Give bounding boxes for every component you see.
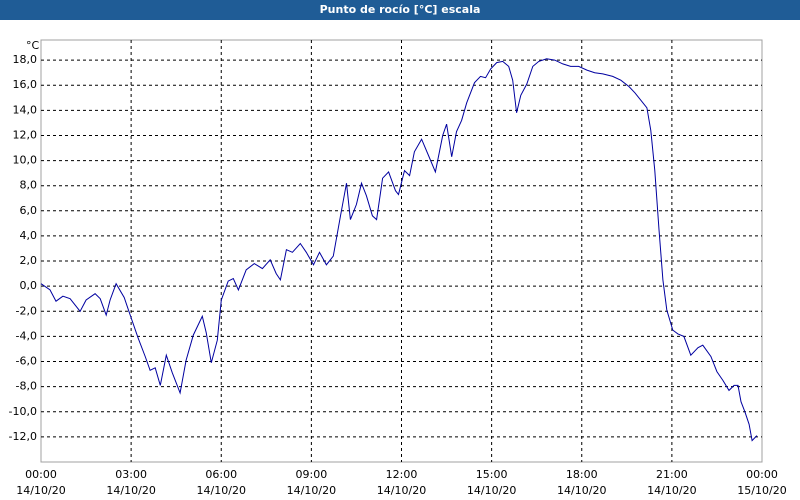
y-tick-label: 16,0	[13, 78, 38, 91]
x-tick-label: 18:00	[566, 468, 598, 481]
x-tick-label: 00:00	[25, 468, 57, 481]
chart-title: Punto de rocío [°C] escala	[0, 0, 800, 20]
x-tick-date: 14/10/20	[647, 484, 696, 497]
y-tick-label: -10,0	[9, 405, 37, 418]
x-tick-date: 14/10/20	[16, 484, 65, 497]
y-tick-label: 14,0	[13, 103, 38, 116]
x-tick-date: 14/10/20	[197, 484, 246, 497]
y-tick-label: -12,0	[9, 430, 37, 443]
y-tick-label: -8,0	[16, 380, 37, 393]
y-tick-label: -4,0	[16, 329, 37, 342]
y-tick-label: -2,0	[16, 304, 37, 317]
x-tick-date: 14/10/20	[287, 484, 336, 497]
y-tick-label: 18,0	[13, 53, 38, 66]
x-tick-date: 14/10/20	[557, 484, 606, 497]
x-tick-label: 06:00	[205, 468, 237, 481]
x-tick-label: 21:00	[656, 468, 688, 481]
x-tick-label: 03:00	[115, 468, 147, 481]
y-tick-label: -6,0	[16, 355, 37, 368]
x-tick-date: 14/10/20	[377, 484, 426, 497]
x-tick-label: 15:00	[476, 468, 508, 481]
x-tick-label: 09:00	[296, 468, 328, 481]
data-line	[40, 58, 758, 442]
y-tick-label: 12,0	[13, 128, 38, 141]
y-tick-label: 8,0	[20, 179, 38, 192]
x-tick-label: 12:00	[386, 468, 418, 481]
x-tick-date: 15/10/20	[737, 484, 786, 497]
y-tick-label: 10,0	[13, 154, 38, 167]
x-tick-label: 00:00	[746, 468, 778, 481]
y-tick-label: 4,0	[20, 229, 38, 242]
x-tick-date: 14/10/20	[106, 484, 155, 497]
y-tick-label: 6,0	[20, 204, 38, 217]
y-unit: °C	[26, 39, 40, 52]
x-tick-date: 14/10/20	[467, 484, 516, 497]
y-tick-label: 2,0	[20, 254, 38, 267]
y-tick-label: 0,0	[20, 279, 38, 292]
